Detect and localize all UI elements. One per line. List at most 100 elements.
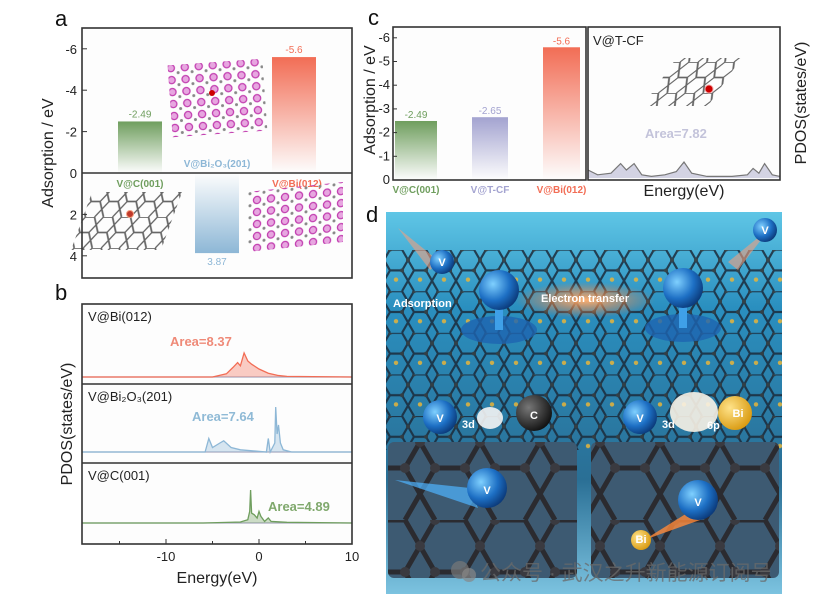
adsorption-beam bbox=[395, 480, 478, 508]
bar-value-label: -5.6 bbox=[285, 45, 303, 56]
svg-text:V: V bbox=[436, 413, 444, 425]
inset-vanadium-atom bbox=[467, 468, 507, 508]
incoming-vanadium-right: V bbox=[728, 218, 777, 270]
series-label: V@C(001) bbox=[88, 468, 150, 483]
svg-text:V: V bbox=[438, 257, 446, 269]
area-label: Area=4.89 bbox=[268, 499, 330, 514]
svg-text:3d: 3d bbox=[462, 419, 475, 431]
series-label: V@Bi(012) bbox=[88, 309, 152, 324]
y-tick-label: -6 bbox=[378, 30, 390, 45]
v-c-orbital-diagram: V 3d C bbox=[423, 395, 552, 434]
y-tick-label: -2 bbox=[378, 125, 390, 140]
inset-vanadium-label: V bbox=[694, 497, 702, 509]
svg-text:C: C bbox=[530, 410, 538, 422]
bar-1 bbox=[195, 173, 239, 254]
y-tick-label: -6 bbox=[65, 42, 77, 57]
x-tick-label: 0 bbox=[255, 549, 262, 564]
y-tick-label: 2 bbox=[70, 207, 77, 222]
pdos-curve-0 bbox=[82, 351, 353, 378]
vanadium-atom-marker bbox=[209, 90, 215, 96]
y-tick-label: 4 bbox=[70, 249, 77, 264]
x-tick-label: 10 bbox=[345, 549, 359, 564]
x-tick-label: -10 bbox=[157, 549, 176, 564]
panel-b-pdos-chart: V@Bi(012) V@Bi₂O₃(201) V@C(001) Area=8.3… bbox=[59, 303, 359, 587]
x-axis-label: Energy(eV) bbox=[177, 570, 258, 587]
pdos-curve-2 bbox=[82, 489, 353, 524]
adsorbed-vanadium-right bbox=[645, 268, 721, 342]
y-tick-label: -2 bbox=[65, 125, 77, 140]
category-label: V@C(001) bbox=[117, 179, 164, 190]
inset-vanadium-label: V bbox=[483, 485, 491, 497]
svg-text:Bi: Bi bbox=[733, 408, 744, 420]
bar-2 bbox=[272, 57, 316, 173]
y-tick-label: -1 bbox=[378, 148, 390, 163]
panel-label-a: a bbox=[55, 6, 68, 31]
svg-text:V: V bbox=[636, 413, 644, 425]
category-label: V@Bi(012) bbox=[272, 179, 322, 190]
category-label: V@T-CF bbox=[471, 185, 510, 196]
y-tick-label: -3 bbox=[378, 101, 390, 116]
series-label: V@Bi₂O₃(201) bbox=[88, 389, 172, 404]
plot-frame bbox=[81, 27, 353, 279]
plot-frame bbox=[587, 26, 781, 181]
svg-text:V: V bbox=[761, 225, 769, 237]
bi2o3-structure-image bbox=[167, 58, 268, 138]
bar-value-label: -2.49 bbox=[129, 109, 152, 120]
category-label: V@Bi(012) bbox=[537, 185, 587, 196]
panel-d-mechanism-illustration: Electron transfer Adsorption V V V 3d bbox=[386, 212, 782, 594]
area-label: Area=7.64 bbox=[192, 409, 255, 424]
inset-left-graphene bbox=[388, 442, 577, 578]
area-label: Area=8.37 bbox=[170, 334, 232, 349]
bar-2 bbox=[543, 47, 580, 180]
panel-c-adsorption-bar-chart: -2.49 V@C(001) -2.65 V@T-CF -5.6 V@Bi(012) -6… bbox=[362, 26, 587, 196]
vanadium-atom-marker bbox=[704, 84, 714, 94]
y-axis-label: Adsorption / eV bbox=[40, 98, 57, 208]
graphene-structure-image bbox=[71, 192, 183, 250]
y-axis-label: Adsorption / eV bbox=[362, 45, 379, 155]
bar-1 bbox=[472, 117, 508, 180]
svg-text:6p: 6p bbox=[707, 420, 720, 432]
v-bi-orbital-diagram: V 3d 6p Bi bbox=[623, 392, 752, 434]
y-tick-label: -4 bbox=[65, 83, 77, 98]
wechat-icon bbox=[462, 568, 476, 582]
x-axis-label: Energy(eV) bbox=[644, 183, 725, 200]
y-tick-label: -4 bbox=[378, 77, 390, 92]
y-axis-label: PDOS(states/eV) bbox=[59, 363, 76, 486]
plot-frame bbox=[392, 26, 587, 181]
panel-label-d: d bbox=[366, 202, 378, 227]
inset-bi-atom bbox=[631, 530, 651, 550]
incoming-vanadium-left: V bbox=[398, 228, 454, 274]
svg-text:3d: 3d bbox=[662, 419, 675, 431]
bar-value-label: -2.65 bbox=[479, 106, 502, 117]
bar-0 bbox=[118, 121, 162, 173]
plot-frame bbox=[81, 303, 353, 545]
category-label: V@C(001) bbox=[393, 185, 440, 196]
panel-c-pdos-chart: V@T-CF Area=7.82 Energy(eV) PDOS(states/… bbox=[587, 26, 810, 200]
t-cf-structure-image bbox=[642, 58, 742, 106]
y-tick-label: 0 bbox=[70, 166, 77, 181]
pdos-curve-1 bbox=[82, 406, 352, 455]
area-label: Area=7.82 bbox=[645, 126, 707, 141]
bar-0 bbox=[395, 120, 437, 180]
watermark: 公众号 · 武汉之升新能源订阅号 bbox=[451, 561, 772, 585]
pdos-curve bbox=[587, 160, 781, 178]
inset-bi-label: Bi bbox=[636, 534, 647, 546]
bar-value-label: -5.6 bbox=[553, 36, 571, 47]
y-tick-label: -5 bbox=[378, 54, 390, 69]
watermark-text: 公众号 · 武汉之升新能源订阅号 bbox=[480, 562, 772, 585]
pdos-fill bbox=[588, 162, 780, 178]
pdos-title: V@T-CF bbox=[593, 33, 644, 48]
bar-value-label: -2.49 bbox=[405, 110, 428, 121]
panel-label-b: b bbox=[55, 280, 67, 305]
panel-a-adsorption-bar-chart: -2.49 3.87 -5.6 V@C(001) V@Bi₂O₃(201) V@Bi(01… bbox=[40, 27, 353, 279]
electron-transfer-beam bbox=[644, 510, 700, 540]
vanadium-atom-marker bbox=[126, 210, 134, 218]
bi-structure-image bbox=[248, 181, 343, 252]
inset-vanadium-atom bbox=[678, 480, 718, 520]
panel-label-c: c bbox=[368, 5, 379, 30]
adsorption-label: Adsorption bbox=[393, 298, 452, 310]
electron-transfer-glow bbox=[515, 282, 655, 318]
category-label: V@Bi₂O₃(201) bbox=[184, 159, 251, 170]
bar-value-label: 3.87 bbox=[207, 257, 227, 268]
